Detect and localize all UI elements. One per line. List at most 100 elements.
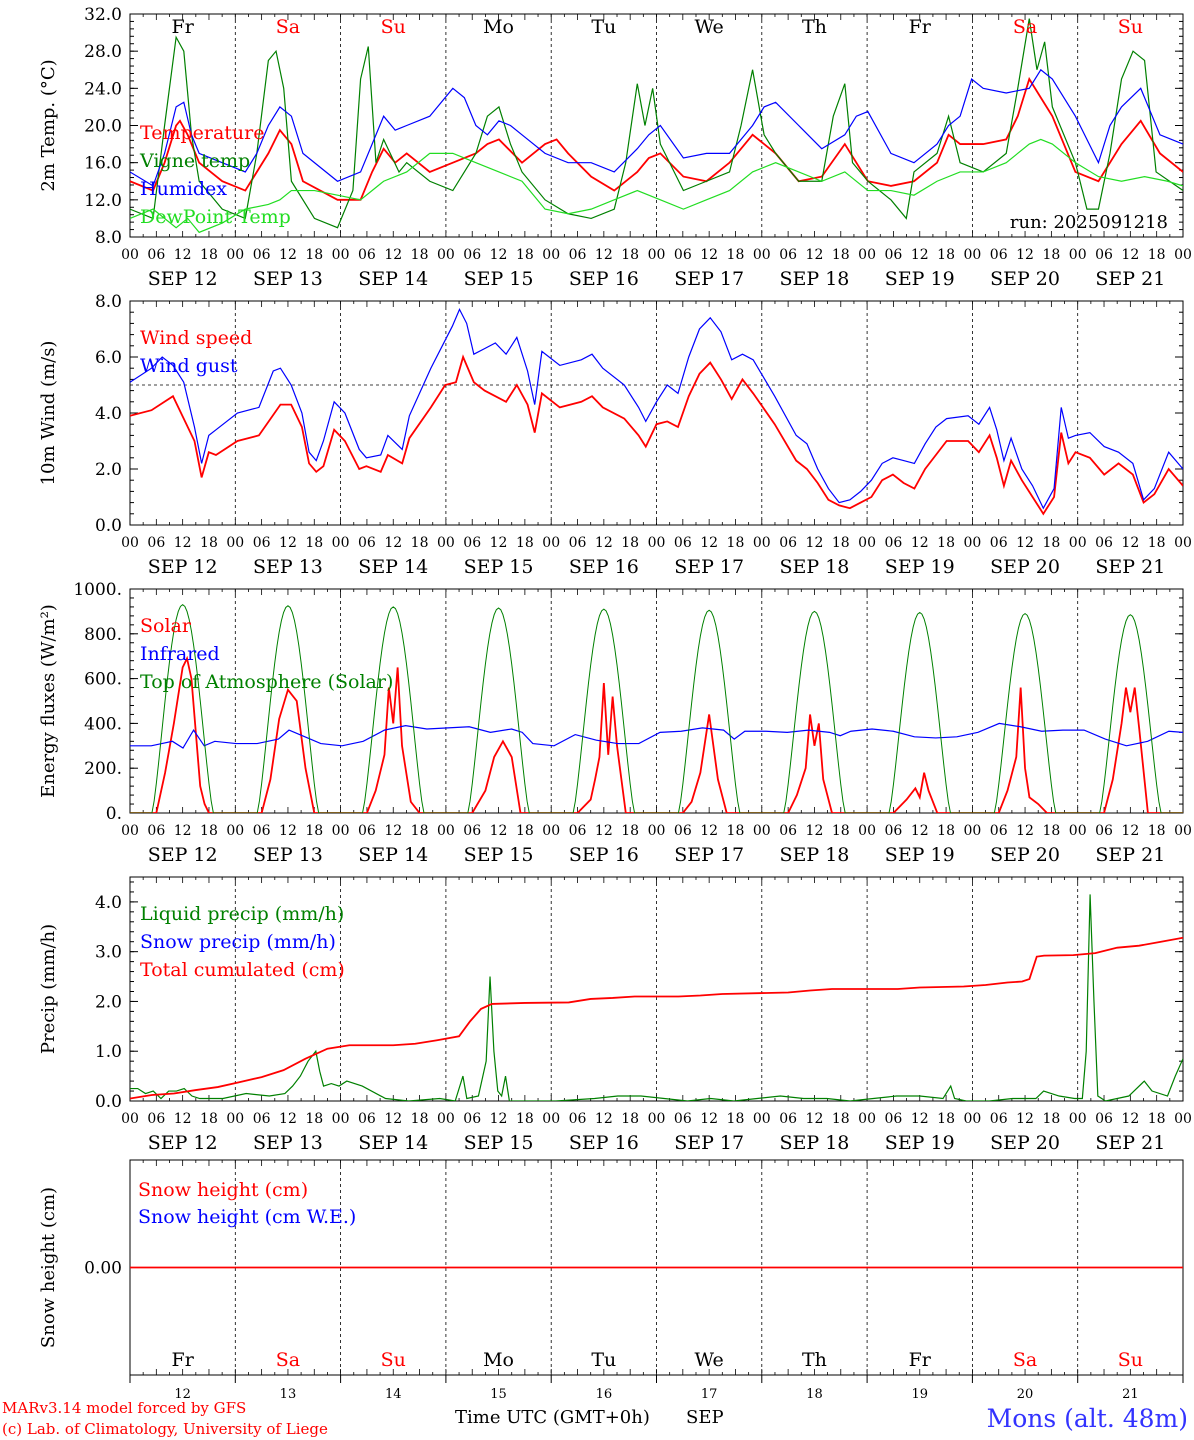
hour-label: 00: [648, 535, 666, 551]
hour-label: 18: [411, 1111, 429, 1127]
hour-label: 06: [358, 247, 376, 263]
day-name: Fr: [172, 1349, 195, 1371]
hour-label: 06: [358, 1111, 376, 1127]
hour-label: 06: [990, 535, 1008, 551]
hour-label: 12: [911, 535, 929, 551]
date-label: SEP 17: [674, 556, 744, 578]
hour-label: 00: [437, 823, 455, 839]
date-label: SEP 17: [674, 844, 744, 866]
x-axis-month: SEP: [686, 1407, 724, 1428]
date-label: SEP 14: [358, 844, 428, 866]
y-tick-label: 0.00: [84, 1259, 122, 1279]
day-name: Su: [381, 1349, 406, 1371]
hour-label: 00: [226, 247, 244, 263]
hour-label: 06: [253, 1111, 271, 1127]
hour-label: 18: [727, 247, 745, 263]
y-tick-label: 0.0: [95, 516, 122, 536]
day-name: Fr: [172, 16, 195, 38]
hour-label: 18: [937, 1111, 955, 1127]
y-axis-label: Precip (mm/h): [38, 924, 59, 1054]
x-axis-label: Time UTC (GMT+0h): [455, 1407, 650, 1428]
day-number: 13: [280, 1387, 297, 1402]
model-credit: MARv3.14 model forced by GFS: [2, 1399, 246, 1417]
hour-label: 18: [1042, 247, 1060, 263]
date-label: SEP 16: [569, 556, 639, 578]
hour-label: 12: [490, 823, 508, 839]
hour-label: 06: [1095, 535, 1113, 551]
hour-label: 06: [779, 823, 797, 839]
hour-label: 18: [832, 247, 850, 263]
hour-label: 00: [332, 247, 350, 263]
hour-label: 18: [516, 247, 534, 263]
date-label: SEP 13: [253, 268, 323, 290]
hour-label: 18: [305, 247, 323, 263]
hour-label: 18: [727, 535, 745, 551]
infrared-line: [130, 722, 1183, 749]
date-label: SEP 13: [253, 1132, 323, 1154]
hour-label: 06: [147, 823, 165, 839]
solar-line: [867, 772, 973, 813]
hour-label: 06: [674, 535, 692, 551]
y-tick-label: 2.0: [95, 460, 122, 480]
day-name: Tu: [591, 16, 616, 38]
legend-entry: Snow height (cm): [138, 1179, 308, 1201]
y-tick-label: 2.0: [95, 992, 122, 1012]
date-label: SEP 12: [148, 1132, 218, 1154]
date-label: SEP 14: [358, 268, 428, 290]
hour-label: 12: [806, 247, 824, 263]
legend-entry: Top of Atmosphere (Solar): [140, 671, 393, 693]
legend-entry: Temperature: [140, 122, 264, 144]
day-number: 17: [701, 1387, 718, 1402]
hour-label: 06: [885, 535, 903, 551]
hour-label: 00: [648, 1111, 666, 1127]
day-name: Su: [381, 16, 406, 38]
hour-label: 00: [753, 535, 771, 551]
plot-frame: [129, 588, 1184, 814]
hour-label: 00: [1174, 823, 1192, 839]
hour-label: 06: [147, 535, 165, 551]
hour-label: 06: [885, 247, 903, 263]
date-label: SEP 20: [990, 844, 1060, 866]
station-name: Mons (alt. 48m): [987, 1404, 1188, 1433]
hour-label: 18: [411, 535, 429, 551]
day-number: 12: [174, 1387, 191, 1402]
panel-1: 8.0 12.0 16.0 20.0 24.0 28.0 32.0 2m Temp. (°C)…: [38, 5, 1192, 290]
date-label: SEP 18: [780, 268, 850, 290]
hour-label: 18: [1148, 535, 1166, 551]
hour-label: 00: [332, 1111, 350, 1127]
hour-label: 18: [305, 535, 323, 551]
hour-label: 18: [305, 1111, 323, 1127]
solar-line: [235, 687, 341, 813]
hour-label: 12: [806, 823, 824, 839]
legend-entry: Solar: [140, 615, 192, 637]
day-number: 19: [911, 1387, 928, 1402]
hour-label: 00: [437, 1111, 455, 1127]
hour-label: 12: [490, 247, 508, 263]
hour-label: 06: [674, 823, 692, 839]
date-label: SEP 17: [674, 268, 744, 290]
date-label: SEP 16: [569, 1132, 639, 1154]
date-label: SEP 20: [990, 556, 1060, 578]
solar-line: [130, 655, 236, 813]
date-label: SEP 21: [1095, 268, 1165, 290]
y-tick-label: 20.0: [84, 117, 122, 137]
legend-entry: Vigne temp: [139, 150, 250, 172]
day-number: 18: [806, 1387, 823, 1402]
y-tick-label: 28.0: [84, 42, 122, 62]
hour-label: 06: [885, 1111, 903, 1127]
hour-label: 06: [463, 1111, 481, 1127]
legend-entry: DewPoint Temp: [140, 206, 291, 228]
y-axis-label: Energy fluxes (W/m²): [38, 604, 59, 798]
y-tick-label: 4.0: [95, 404, 122, 424]
hour-label: 06: [253, 535, 271, 551]
hour-label: 06: [990, 1111, 1008, 1127]
legend-entry: Snow precip (mm/h): [140, 931, 336, 953]
y-axis-label: 10m Wind (m/s): [38, 341, 59, 486]
hour-label: 00: [1174, 247, 1192, 263]
hour-label: 18: [411, 247, 429, 263]
y-tick-label: 600.: [84, 670, 122, 690]
hour-label: 00: [121, 535, 139, 551]
hour-label: 00: [1069, 1111, 1087, 1127]
hour-label: 18: [516, 535, 534, 551]
hour-label: 00: [121, 247, 139, 263]
